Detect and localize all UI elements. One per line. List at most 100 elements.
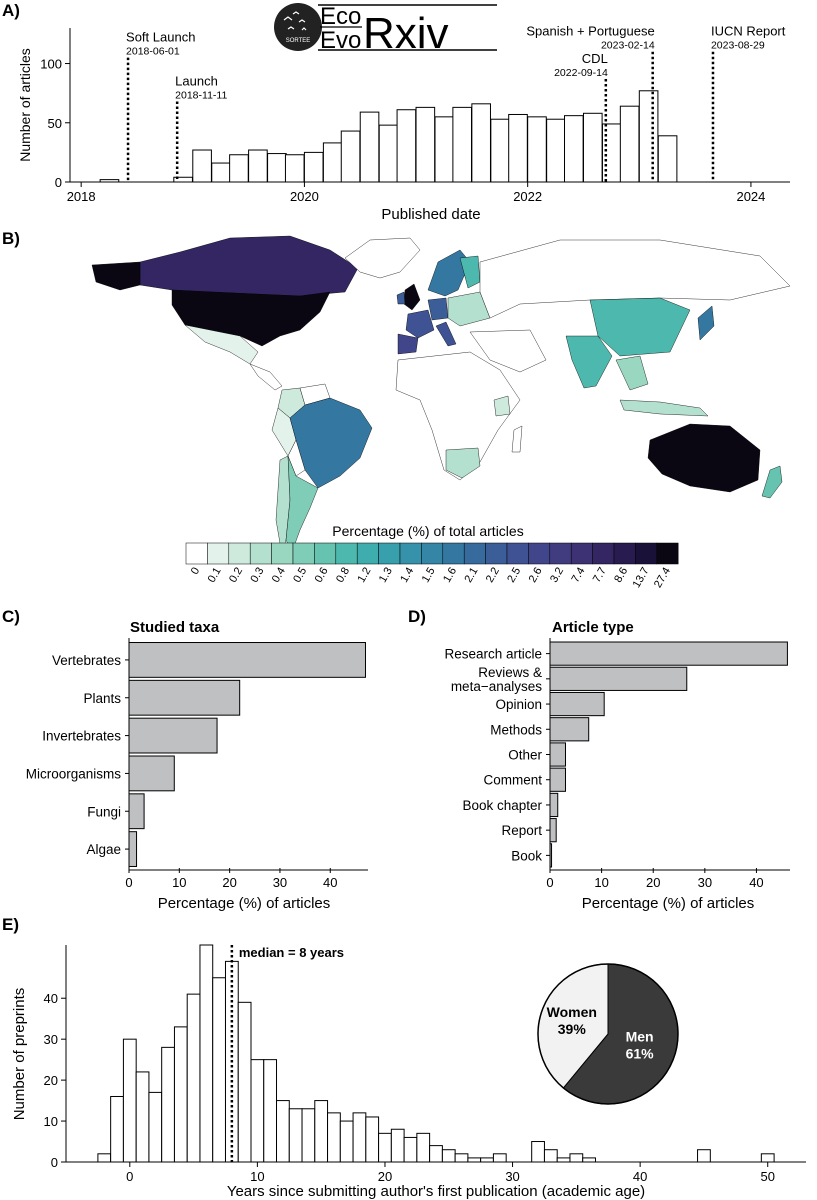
- legend-swatch: [613, 542, 636, 565]
- bar: [128, 642, 366, 678]
- legend-label: 3.2: [548, 566, 566, 585]
- country-uk: [403, 283, 421, 311]
- region-southeast-asia: [615, 355, 649, 391]
- x-tick-label: 20: [378, 1169, 392, 1184]
- legend-swatch: [207, 542, 230, 565]
- bar: [549, 641, 788, 666]
- legend-swatch: [506, 542, 529, 565]
- category-label: Invertebrates: [42, 729, 121, 744]
- histogram-bar: [657, 135, 678, 183]
- x-tick-label: 30: [505, 1169, 519, 1184]
- histogram-bar: [173, 1026, 188, 1163]
- country-argentina: [285, 455, 319, 553]
- x-tick-label: 2020: [290, 189, 319, 204]
- category-label: Book: [511, 848, 542, 863]
- histogram-bar: [378, 124, 399, 183]
- histogram-bar: [263, 1059, 278, 1163]
- legend-swatch: [314, 542, 337, 565]
- category-label: Methods: [490, 722, 542, 737]
- category-label: Microorganisms: [26, 766, 122, 781]
- histogram-bar: [508, 113, 528, 183]
- y-tick-label: 100: [40, 57, 62, 72]
- x-tick-label: 40: [323, 875, 337, 890]
- histogram-bar: [403, 1136, 418, 1163]
- x-tick-label: 40: [633, 1169, 647, 1184]
- histogram-bar: [492, 1153, 507, 1163]
- category-label: Reviews & meta−analyses: [451, 665, 542, 694]
- legend-swatch: [378, 542, 401, 565]
- histogram-bar: [276, 1100, 290, 1163]
- histogram-bar: [352, 1112, 367, 1163]
- panel-e-x-label: Years since submitting author's first pu…: [227, 1183, 645, 1200]
- histogram-bar: [339, 1120, 354, 1163]
- country-alaska: [91, 261, 141, 291]
- legend-label: 1.6: [441, 566, 459, 585]
- histogram-bar: [543, 1149, 558, 1163]
- histogram-bar: [199, 944, 214, 1163]
- bar: [128, 831, 138, 867]
- histogram-bar: [582, 112, 603, 183]
- legend-swatch: [442, 542, 465, 565]
- x-tick-label: 0: [125, 875, 132, 890]
- logo-eco: Eco: [320, 3, 361, 30]
- pie-pct-women: 39%: [558, 1021, 587, 1037]
- category-label: Book chapter: [462, 798, 542, 813]
- bird-flock-icon: [283, 11, 307, 31]
- y-tick-label: 30: [44, 1032, 58, 1047]
- panel-a-histogram: Published date Number of articles 2018 20…: [17, 24, 790, 223]
- legend-label: 1.4: [398, 566, 416, 585]
- bar: [128, 679, 241, 716]
- y-tick-label: 0: [51, 1155, 58, 1170]
- sortee-label: SORTEE: [286, 38, 311, 44]
- histogram-bar: [135, 1071, 150, 1163]
- histogram-bar: [192, 149, 212, 183]
- panel-label-a: A): [2, 1, 20, 20]
- histogram-bar: [148, 1091, 163, 1163]
- x-tick-label: 10: [594, 875, 608, 890]
- country-indonesia: [619, 399, 709, 417]
- legend-label: 0.1: [206, 566, 224, 585]
- x-tick-label: 0: [126, 1169, 133, 1184]
- x-tick-label: 30: [273, 875, 287, 890]
- world-map: [91, 235, 791, 556]
- x-tick-label: 50: [760, 1169, 774, 1184]
- x-tick-label: 30: [698, 875, 712, 890]
- histogram-bar: [229, 154, 249, 183]
- region-central-america: [249, 363, 283, 391]
- legend-swatch: [485, 542, 508, 565]
- histogram-bar: [452, 106, 472, 183]
- histogram-bar: [564, 115, 584, 183]
- x-tick-label: 10: [250, 1169, 264, 1184]
- histogram-bar: [638, 90, 659, 183]
- histogram-bar: [267, 153, 287, 183]
- country-usa: [171, 289, 331, 347]
- legend-swatch: [185, 542, 208, 565]
- y-tick-label: 40: [44, 991, 58, 1006]
- event-label: Soft Launch: [126, 30, 195, 45]
- legend-swatch: [528, 542, 551, 565]
- histogram-bar: [441, 1149, 456, 1163]
- x-tick-label: 2024: [736, 189, 765, 204]
- legend-label: 1.2: [355, 566, 373, 585]
- legend-swatch: [292, 542, 315, 565]
- category-label: Vertebrates: [52, 653, 121, 668]
- histogram-bar: [416, 1132, 431, 1163]
- panel-e-y-label: Number of preprints: [11, 988, 28, 1121]
- legend-label: 2.5: [505, 566, 523, 585]
- legend-label: 0.6: [313, 566, 331, 585]
- legend-swatch: [228, 542, 251, 565]
- histogram-bar: [250, 1059, 265, 1163]
- histogram-bar: [454, 1153, 469, 1163]
- x-tick-label: 20: [646, 875, 660, 890]
- histogram-bar: [531, 1141, 545, 1163]
- x-tick-label: 10: [172, 875, 186, 890]
- panel-a-y-label: Number of articles: [17, 48, 33, 162]
- bar: [549, 792, 559, 818]
- histogram-bar: [327, 1112, 341, 1163]
- y-tick-label: 20: [44, 1073, 58, 1088]
- histogram-bar: [359, 111, 380, 183]
- histogram-bar: [284, 154, 305, 183]
- ecoevorxiv-logo: SORTEE Eco Evo Rxiv: [274, 3, 497, 58]
- country-france: [405, 309, 435, 339]
- y-tick-label: 0: [55, 175, 62, 190]
